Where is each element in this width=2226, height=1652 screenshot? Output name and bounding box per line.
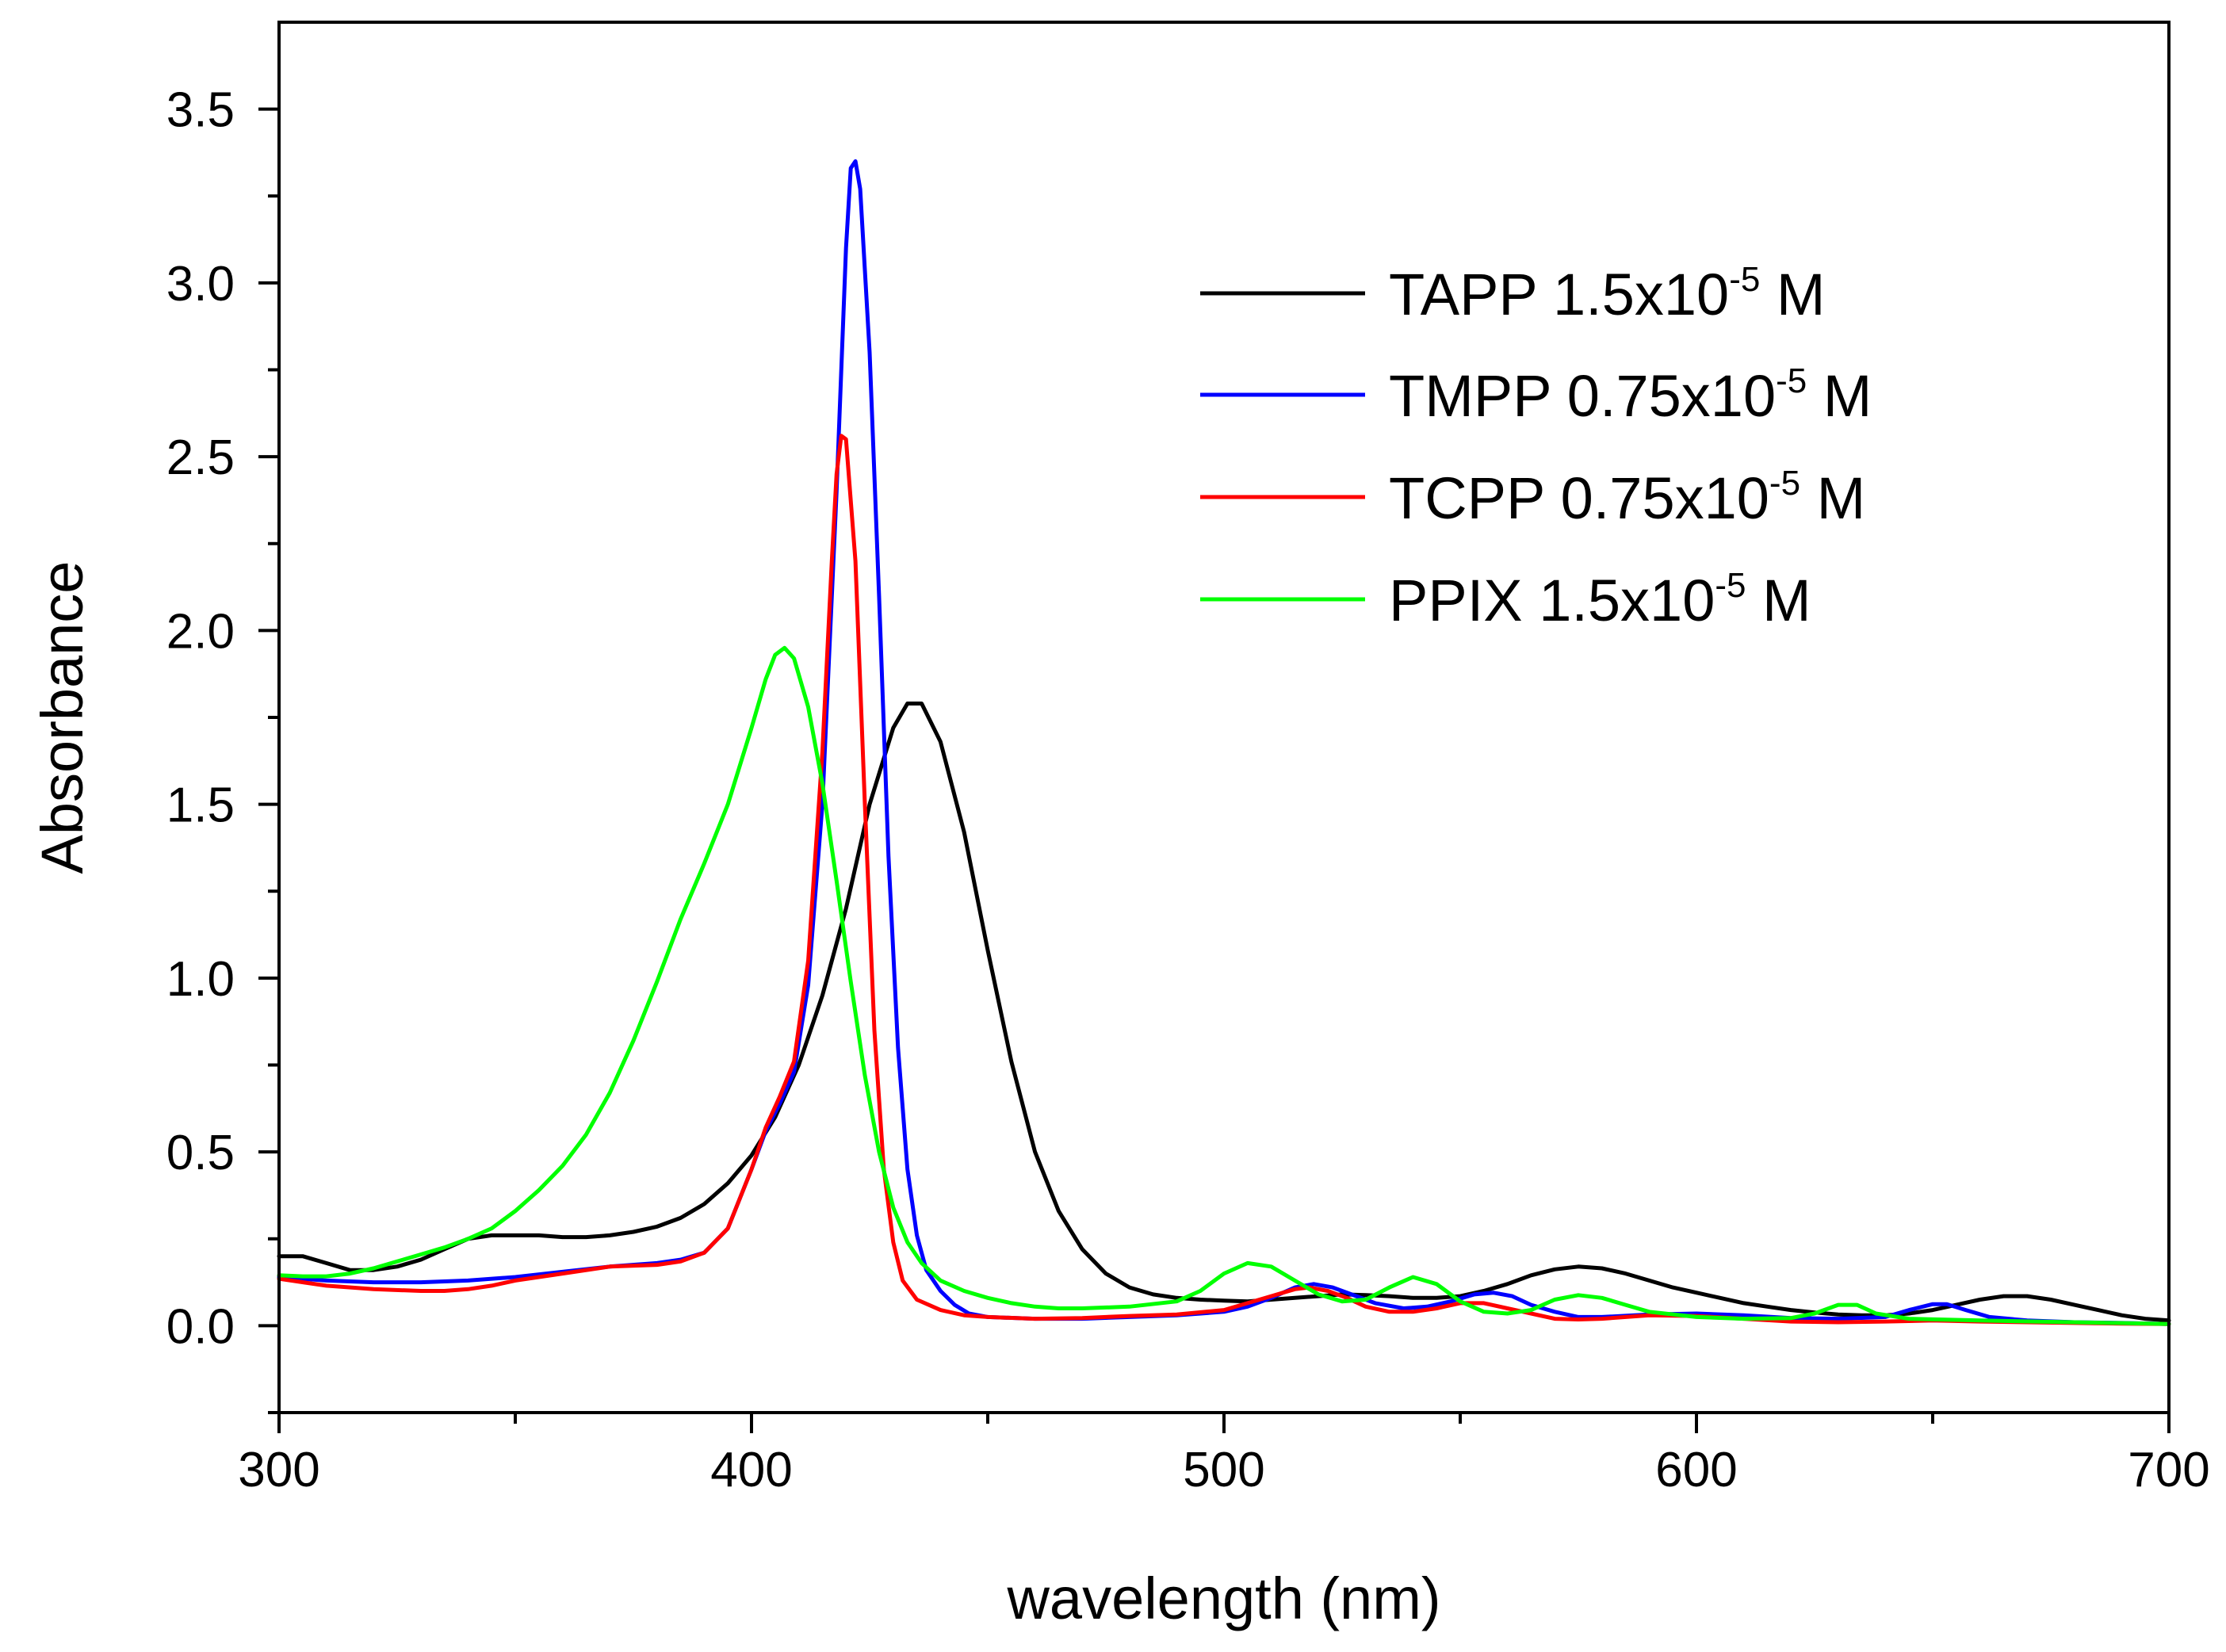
legend: TAPP 1.5x10-5 M TMPP 0.75x10-5 M TCPP 0.75… [1200, 260, 1872, 633]
plot-area-frame [277, 21, 2171, 1414]
y-tick-label: 1.5 [166, 778, 235, 833]
series-line-tcpp [277, 434, 2171, 1326]
series-line-ppix [277, 645, 2171, 1326]
legend-item-ppix: PPIX 1.5x10-5 M [1200, 566, 1811, 633]
series-line-tapp [277, 702, 2171, 1323]
legend-label: PPIX 1.5x10-5 M [1389, 566, 1811, 633]
legend-item-tmpp: TMPP 0.75x10-5 M [1200, 361, 1872, 429]
legend-label: TCPP 0.75x10-5 M [1389, 464, 1865, 531]
y-tick-label: 2.0 [166, 604, 235, 659]
series-lines [277, 159, 2171, 1326]
y-tick-label: 3.0 [166, 257, 235, 312]
legend-item-tcpp: TCPP 0.75x10-5 M [1200, 464, 1865, 531]
y-tick-label: 1.0 [166, 952, 235, 1007]
x-tick-label: 300 [238, 1443, 319, 1497]
legend-label: TAPP 1.5x10-5 M [1389, 260, 1826, 327]
legend-item-tapp: TAPP 1.5x10-5 M [1200, 260, 1826, 327]
tick-labels: 300 400 500 600 700 0.0 0.5 1.0 1.5 2.0 2.5 3.0 3.5 [166, 83, 2210, 1497]
x-axis-title: wavelength (nm) [1006, 1566, 1440, 1631]
x-tick-label: 600 [1655, 1443, 1737, 1497]
x-tick-label: 400 [710, 1443, 792, 1497]
x-tick-label: 500 [1183, 1443, 1264, 1497]
axis-ticks [258, 107, 2171, 1433]
y-tick-label: 0.0 [166, 1299, 235, 1354]
y-tick-label: 0.5 [166, 1126, 235, 1180]
y-tick-label: 2.5 [166, 430, 235, 485]
y-tick-label: 3.5 [166, 83, 235, 138]
x-tick-label: 700 [2128, 1443, 2209, 1497]
legend-label: TMPP 0.75x10-5 M [1389, 361, 1872, 429]
y-axis-title: Absorbance [29, 561, 95, 874]
